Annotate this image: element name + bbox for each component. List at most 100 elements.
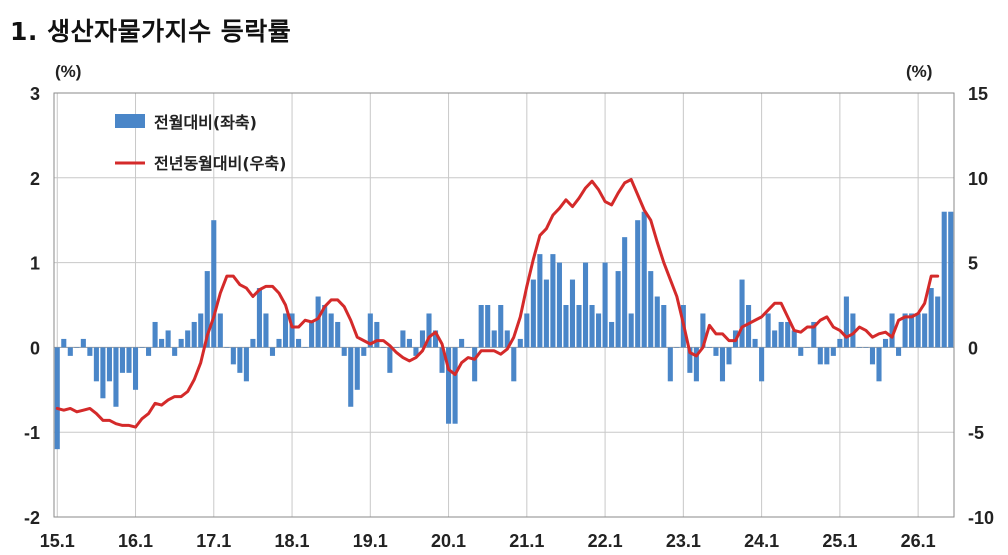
monthly-change-bar xyxy=(576,305,582,348)
monthly-change-bar xyxy=(726,347,732,365)
monthly-change-bar xyxy=(341,347,347,356)
monthly-change-bar xyxy=(909,313,915,348)
monthly-change-bar xyxy=(472,347,478,382)
monthly-change-bar xyxy=(459,338,465,348)
monthly-change-bar xyxy=(674,347,680,348)
monthly-change-bar xyxy=(172,347,178,356)
monthly-change-bar xyxy=(185,330,191,348)
left-axis-tick-label: 1 xyxy=(30,254,40,274)
monthly-change-bar xyxy=(439,347,445,373)
monthly-change-bar xyxy=(556,262,562,348)
monthly-change-bar xyxy=(54,347,60,450)
monthly-change-bar xyxy=(269,347,276,356)
monthly-change-bar xyxy=(922,313,928,348)
monthly-change-bar xyxy=(511,347,517,382)
monthly-change-bar xyxy=(615,271,621,348)
monthly-change-bar xyxy=(876,347,882,382)
monthly-change-bar xyxy=(582,262,589,348)
monthly-change-bar xyxy=(498,305,504,348)
monthly-change-bar xyxy=(309,321,315,348)
monthly-change-bar xyxy=(237,347,243,373)
x-axis-tick-label: 16.1 xyxy=(118,531,153,551)
monthly-change-bar xyxy=(80,338,86,348)
x-axis-tick-label: 26.1 xyxy=(901,531,936,551)
monthly-change-bar xyxy=(706,347,712,348)
monthly-change-bar xyxy=(374,321,380,348)
monthly-change-bar xyxy=(282,313,289,348)
monthly-change-bar xyxy=(948,211,954,348)
monthly-change-bar xyxy=(569,279,576,348)
monthly-change-bar xyxy=(159,338,165,348)
monthly-change-bar xyxy=(687,347,693,373)
monthly-change-bar xyxy=(485,305,491,348)
chart-title: 1. 생산자물가지수 등락률 xyxy=(10,17,292,46)
monthly-change-bar xyxy=(811,321,817,348)
monthly-change-bar xyxy=(609,321,615,348)
monthly-change-bar xyxy=(328,313,334,348)
x-axis-tick-label: 20.1 xyxy=(431,531,466,551)
x-axis-tick-label: 19.1 xyxy=(353,531,388,551)
monthly-change-bar xyxy=(126,347,132,373)
monthly-change-bar xyxy=(367,313,373,348)
right-axis-tick-label: 5 xyxy=(968,254,978,274)
monthly-change-bar xyxy=(276,338,282,348)
monthly-change-bar xyxy=(165,330,171,348)
monthly-change-bar xyxy=(224,347,230,348)
x-axis-tick-label: 25.1 xyxy=(822,531,857,551)
monthly-change-bar xyxy=(543,279,549,348)
left-axis-unit: (%) xyxy=(55,62,82,81)
monthly-change-bar xyxy=(250,338,256,348)
left-axis-tick-label: 2 xyxy=(30,169,40,189)
monthly-change-bar xyxy=(361,347,367,356)
monthly-change-bar xyxy=(263,313,269,348)
monthly-change-bar xyxy=(217,313,223,348)
monthly-change-bar xyxy=(393,347,399,348)
monthly-change-bar xyxy=(719,347,726,382)
monthly-change-bar xyxy=(93,347,99,382)
monthly-change-bar xyxy=(589,305,595,348)
monthly-change-bar xyxy=(713,347,719,356)
monthly-change-bar xyxy=(178,338,184,348)
x-axis-tick-label: 23.1 xyxy=(666,531,701,551)
monthly-change-bar xyxy=(465,347,471,348)
monthly-change-bar xyxy=(139,347,145,348)
monthly-change-bar xyxy=(537,254,543,348)
monthly-change-bar xyxy=(146,347,152,356)
monthly-change-bar xyxy=(830,347,836,356)
monthly-change-bar xyxy=(478,305,484,348)
monthly-change-bar xyxy=(778,321,784,348)
monthly-change-bar xyxy=(798,347,804,356)
left-axis-tick-label: 3 xyxy=(30,84,40,104)
legend-label-monthly: 전월대비(좌축) xyxy=(154,113,257,132)
right-axis-tick-label: 10 xyxy=(968,169,988,189)
monthly-change-bar xyxy=(817,347,823,365)
monthly-change-bar xyxy=(941,211,947,348)
monthly-change-bar xyxy=(446,347,452,424)
monthly-change-bar xyxy=(902,313,908,348)
monthly-change-bar xyxy=(132,347,139,390)
monthly-change-bar xyxy=(335,321,341,348)
monthly-change-bar xyxy=(869,347,876,365)
monthly-change-bar xyxy=(100,347,106,399)
monthly-change-bar xyxy=(596,313,602,348)
monthly-change-bar xyxy=(426,313,432,348)
left-axis-tick-label: 0 xyxy=(30,338,40,358)
monthly-change-bar xyxy=(641,211,647,348)
monthly-change-bar xyxy=(563,305,569,348)
monthly-change-bar xyxy=(550,254,556,348)
monthly-change-bar xyxy=(413,347,419,356)
monthly-change-bar xyxy=(106,347,112,382)
right-axis-tick-label: -10 xyxy=(968,508,994,528)
monthly-change-bar xyxy=(622,237,628,348)
monthly-change-bar xyxy=(380,347,386,348)
monthly-change-bar xyxy=(700,313,706,348)
monthly-change-bar xyxy=(432,330,439,348)
monthly-change-bar xyxy=(517,338,523,348)
plot-frame xyxy=(53,92,955,518)
monthly-change-bar xyxy=(602,262,608,348)
monthly-change-bar xyxy=(752,338,758,348)
monthly-change-bar xyxy=(354,347,360,390)
monthly-change-bar xyxy=(348,347,354,407)
monthly-change-bar xyxy=(791,330,797,348)
